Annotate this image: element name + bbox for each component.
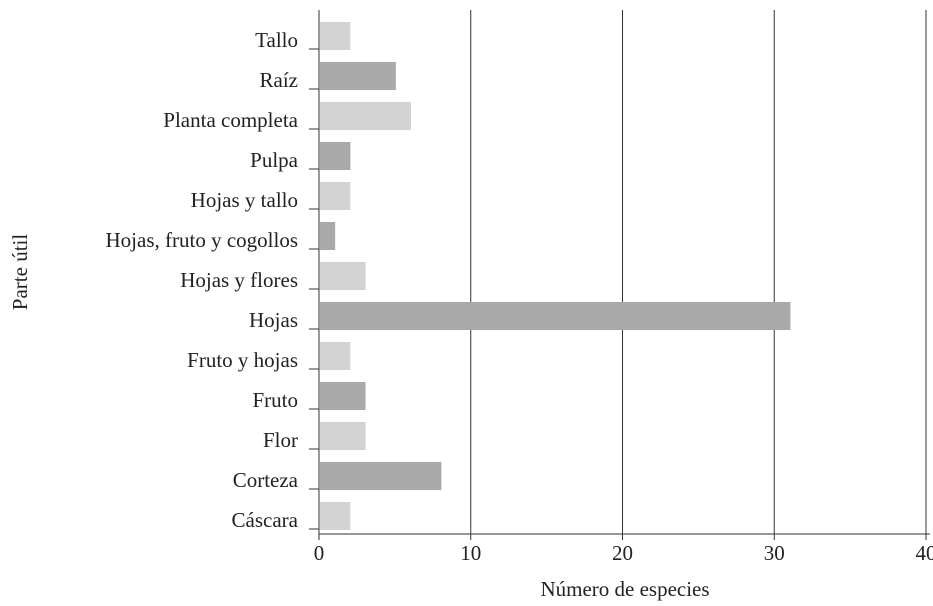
- bar: [320, 342, 351, 370]
- y-tick-label: Hojas y flores: [180, 268, 298, 292]
- x-tick-label: 20: [612, 541, 633, 565]
- bar: [320, 422, 366, 450]
- y-tick-label: Pulpa: [250, 148, 299, 172]
- x-tick-label: 30: [764, 541, 785, 565]
- bar: [320, 102, 412, 130]
- y-tick-label: Fruto y hojas: [187, 348, 298, 372]
- bar: [320, 462, 442, 490]
- x-axis-label: Número de especies: [540, 577, 709, 601]
- bar: [320, 222, 336, 250]
- y-tick-label: Fruto: [252, 388, 298, 412]
- bar: [320, 502, 351, 530]
- y-tick-label: Tallo: [255, 28, 298, 52]
- bar: [320, 62, 396, 90]
- x-tick-label: 10: [460, 541, 481, 565]
- bar: [320, 302, 791, 330]
- y-tick-label: Cáscara: [232, 508, 299, 532]
- x-tick-label: 0: [314, 541, 325, 565]
- y-tick-label: Hojas y tallo: [191, 188, 298, 212]
- y-tick-label: Flor: [263, 428, 298, 452]
- y-tick-label: Hojas: [249, 308, 298, 332]
- y-tick-label: Hojas, fruto y cogollos: [106, 228, 298, 252]
- y-tick-label: Planta completa: [163, 108, 298, 132]
- bar: [320, 142, 351, 170]
- y-tick-label: Corteza: [233, 468, 299, 492]
- bar: [320, 262, 366, 290]
- bar: [320, 22, 351, 50]
- bar: [320, 182, 351, 210]
- bar: [320, 382, 366, 410]
- y-tick-label: Raíz: [260, 68, 298, 92]
- y-axis-label: Parte útil: [8, 234, 32, 311]
- x-tick-label: 40: [916, 541, 933, 565]
